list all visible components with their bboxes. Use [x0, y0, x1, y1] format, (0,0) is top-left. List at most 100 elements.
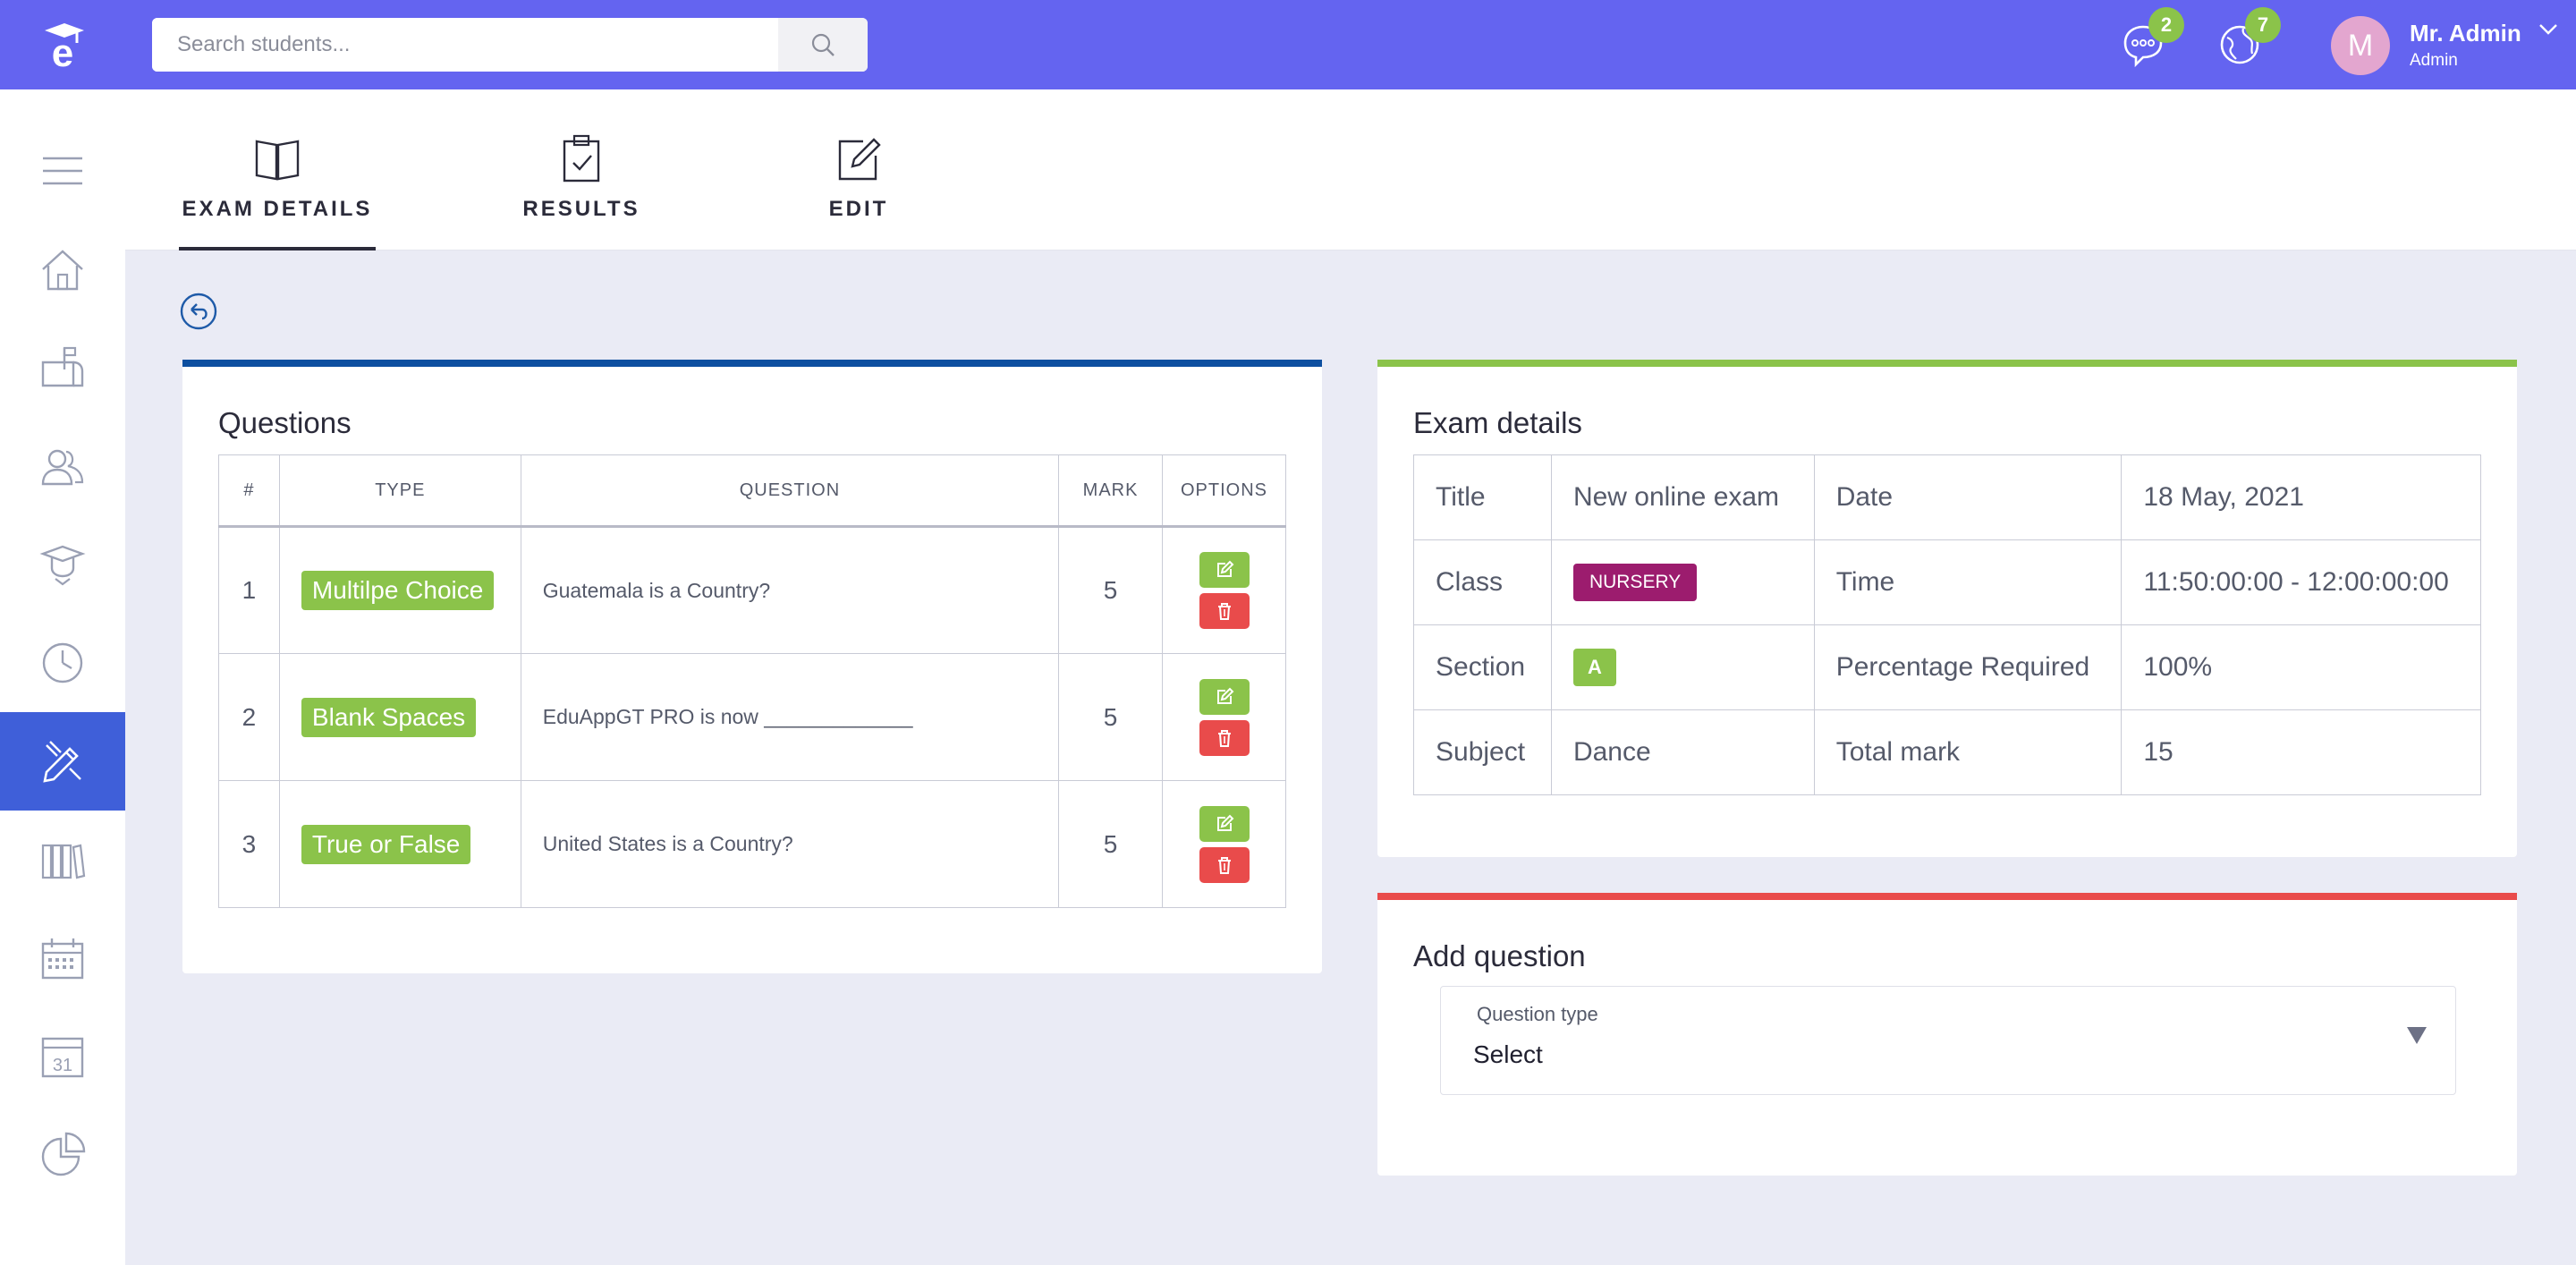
question-number: 3 — [218, 780, 280, 908]
app-logo-icon[interactable]: e — [36, 18, 89, 75]
delete-question-button[interactable] — [1199, 593, 1250, 629]
detail-value: New online exam — [1550, 454, 1815, 540]
sidebar: 31 — [0, 89, 125, 1265]
question-type-select[interactable]: Question type Select — [1440, 986, 2456, 1095]
sidebar-item-reports[interactable] — [0, 1106, 125, 1204]
detail-value: Dance — [1550, 709, 1815, 795]
menu-icon — [43, 157, 82, 185]
pie-chart-icon — [41, 1132, 86, 1176]
edit-icon — [1216, 560, 1233, 577]
notifications-button[interactable] — [2216, 21, 2267, 72]
avatar[interactable]: M — [2331, 16, 2390, 75]
sidebar-item-attendance[interactable] — [0, 614, 125, 712]
detail-value: 11:50:00:00 - 12:00:00:00 — [2121, 539, 2481, 625]
sidebar-item-exams[interactable] — [0, 712, 125, 811]
section-badge: A — [1572, 649, 1616, 686]
clipboard-check-icon — [563, 134, 600, 183]
questions-title: Questions — [218, 406, 352, 439]
edit-question-button[interactable] — [1199, 678, 1250, 715]
table-row: 3 True or False United States is a Count… — [218, 780, 1286, 908]
card-accent — [1377, 893, 2517, 900]
sidebar-item-calendar[interactable]: 31 — [0, 1007, 125, 1106]
sidebar-menu-toggle[interactable] — [0, 122, 125, 220]
chevron-down-icon[interactable] — [2538, 23, 2558, 40]
clock-icon — [42, 642, 83, 683]
sidebar-item-schedule[interactable] — [0, 909, 125, 1007]
globe-icon — [2220, 25, 2259, 64]
library-icon — [41, 844, 86, 879]
active-tab-indicator — [179, 247, 376, 250]
users-icon — [41, 449, 84, 486]
tab-edit[interactable]: EDIT — [805, 89, 912, 250]
detail-value: 18 May, 2021 — [2121, 454, 2481, 540]
question-type-label: Question type — [1477, 1003, 1598, 1025]
sidebar-item-library[interactable] — [0, 811, 125, 909]
question-number: 1 — [218, 526, 280, 654]
detail-value: 100% — [2121, 624, 2481, 710]
back-button[interactable] — [179, 292, 218, 331]
user-name[interactable]: Mr. Admin — [2410, 20, 2521, 47]
tab-results[interactable]: RESULTS — [474, 89, 689, 250]
question-type-value[interactable]: Select — [1473, 1040, 1543, 1068]
exam-details-title: Exam details — [1413, 406, 1582, 439]
question-text: Guatemala is a Country? — [520, 526, 1060, 654]
chat-bubble-icon — [2123, 25, 2163, 68]
sidebar-item-mailbox[interactable] — [0, 318, 125, 417]
column-header: # — [218, 454, 280, 528]
exam-details-card: Exam details Title New online exam Date … — [1377, 360, 2517, 857]
question-mark: 5 — [1058, 780, 1164, 908]
sidebar-item-users[interactable] — [0, 417, 125, 515]
search-input[interactable] — [152, 18, 778, 72]
edit-icon — [838, 138, 881, 181]
add-question-card: Add question Question type Select — [1377, 893, 2517, 1176]
detail-label: Subject — [1413, 709, 1552, 795]
svg-text:31: 31 — [53, 1056, 72, 1075]
class-badge: NURSERY — [1572, 564, 1698, 601]
column-header: QUESTION — [520, 454, 1060, 528]
book-icon — [255, 140, 300, 181]
svg-text:e: e — [52, 31, 73, 72]
detail-label: Date — [1813, 454, 2123, 540]
question-type-badge: Multilpe Choice — [301, 571, 495, 610]
tab-label: EDIT — [828, 197, 889, 221]
column-header: MARK — [1058, 454, 1164, 528]
delete-question-button[interactable] — [1199, 719, 1250, 756]
user-role: Admin — [2410, 51, 2458, 70]
card-accent — [1377, 360, 2517, 367]
back-arrow-icon — [180, 293, 217, 330]
graduate-icon — [39, 545, 86, 586]
exam-details-table: Title New online exam Date 18 May, 2021 … — [1413, 454, 2481, 795]
messages-button[interactable] — [2120, 21, 2170, 72]
question-number: 2 — [218, 653, 280, 781]
detail-label: Title — [1413, 454, 1552, 540]
question-mark: 5 — [1058, 653, 1164, 781]
table-row: Section A Percentage Required 100% — [1413, 624, 2481, 710]
questions-table: # TYPE QUESTION MARK OPTIONS 1 Multilpe … — [218, 454, 1286, 908]
question-text: United States is a Country? — [520, 780, 1060, 908]
delete-question-button[interactable] — [1199, 846, 1250, 883]
detail-label: Percentage Required — [1813, 624, 2123, 710]
edit-icon — [1216, 814, 1233, 831]
search-button[interactable] — [778, 18, 868, 72]
dropdown-arrow-icon[interactable] — [2405, 1024, 2428, 1050]
sidebar-item-graduates[interactable] — [0, 515, 125, 614]
mailbox-icon — [41, 346, 84, 387]
detail-label: Time — [1813, 539, 2123, 625]
exam-pencil-icon — [43, 741, 81, 783]
top-bar: e 2 7 M Mr. Admin Admin — [0, 0, 2576, 89]
tab-label: RESULTS — [522, 197, 640, 221]
search-bar — [152, 18, 868, 72]
trash-icon — [1217, 603, 1231, 620]
edit-question-button[interactable] — [1199, 552, 1250, 588]
detail-value: 15 — [2121, 709, 2481, 795]
tab-exam-details[interactable]: EXAM DETAILS — [179, 89, 376, 250]
sidebar-item-home[interactable] — [0, 220, 125, 318]
calendar-grid-icon — [41, 938, 84, 980]
question-type-badge: Blank Spaces — [301, 697, 477, 737]
question-mark: 5 — [1058, 526, 1164, 654]
card-accent — [182, 360, 1322, 367]
home-icon — [42, 250, 83, 291]
table-row: Subject Dance Total mark 15 — [1413, 709, 2481, 795]
edit-question-button[interactable] — [1199, 805, 1250, 842]
question-text: EduAppGT PRO is now _____________ — [520, 653, 1060, 781]
